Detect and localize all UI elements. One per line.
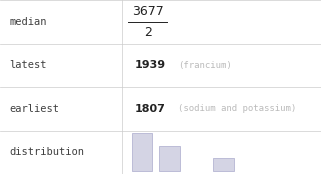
Text: latest: latest: [10, 60, 47, 70]
Text: 1939: 1939: [135, 60, 166, 70]
Text: earliest: earliest: [10, 104, 60, 114]
Text: 2: 2: [144, 26, 152, 39]
Text: 3677: 3677: [132, 5, 163, 18]
Text: median: median: [10, 17, 47, 27]
Text: distribution: distribution: [10, 147, 85, 157]
Bar: [159, 146, 180, 171]
Bar: [213, 158, 234, 171]
Text: (sodium and potassium): (sodium and potassium): [178, 104, 296, 113]
Text: 1807: 1807: [135, 104, 166, 114]
Bar: [132, 133, 152, 171]
Text: (francium): (francium): [178, 61, 232, 70]
